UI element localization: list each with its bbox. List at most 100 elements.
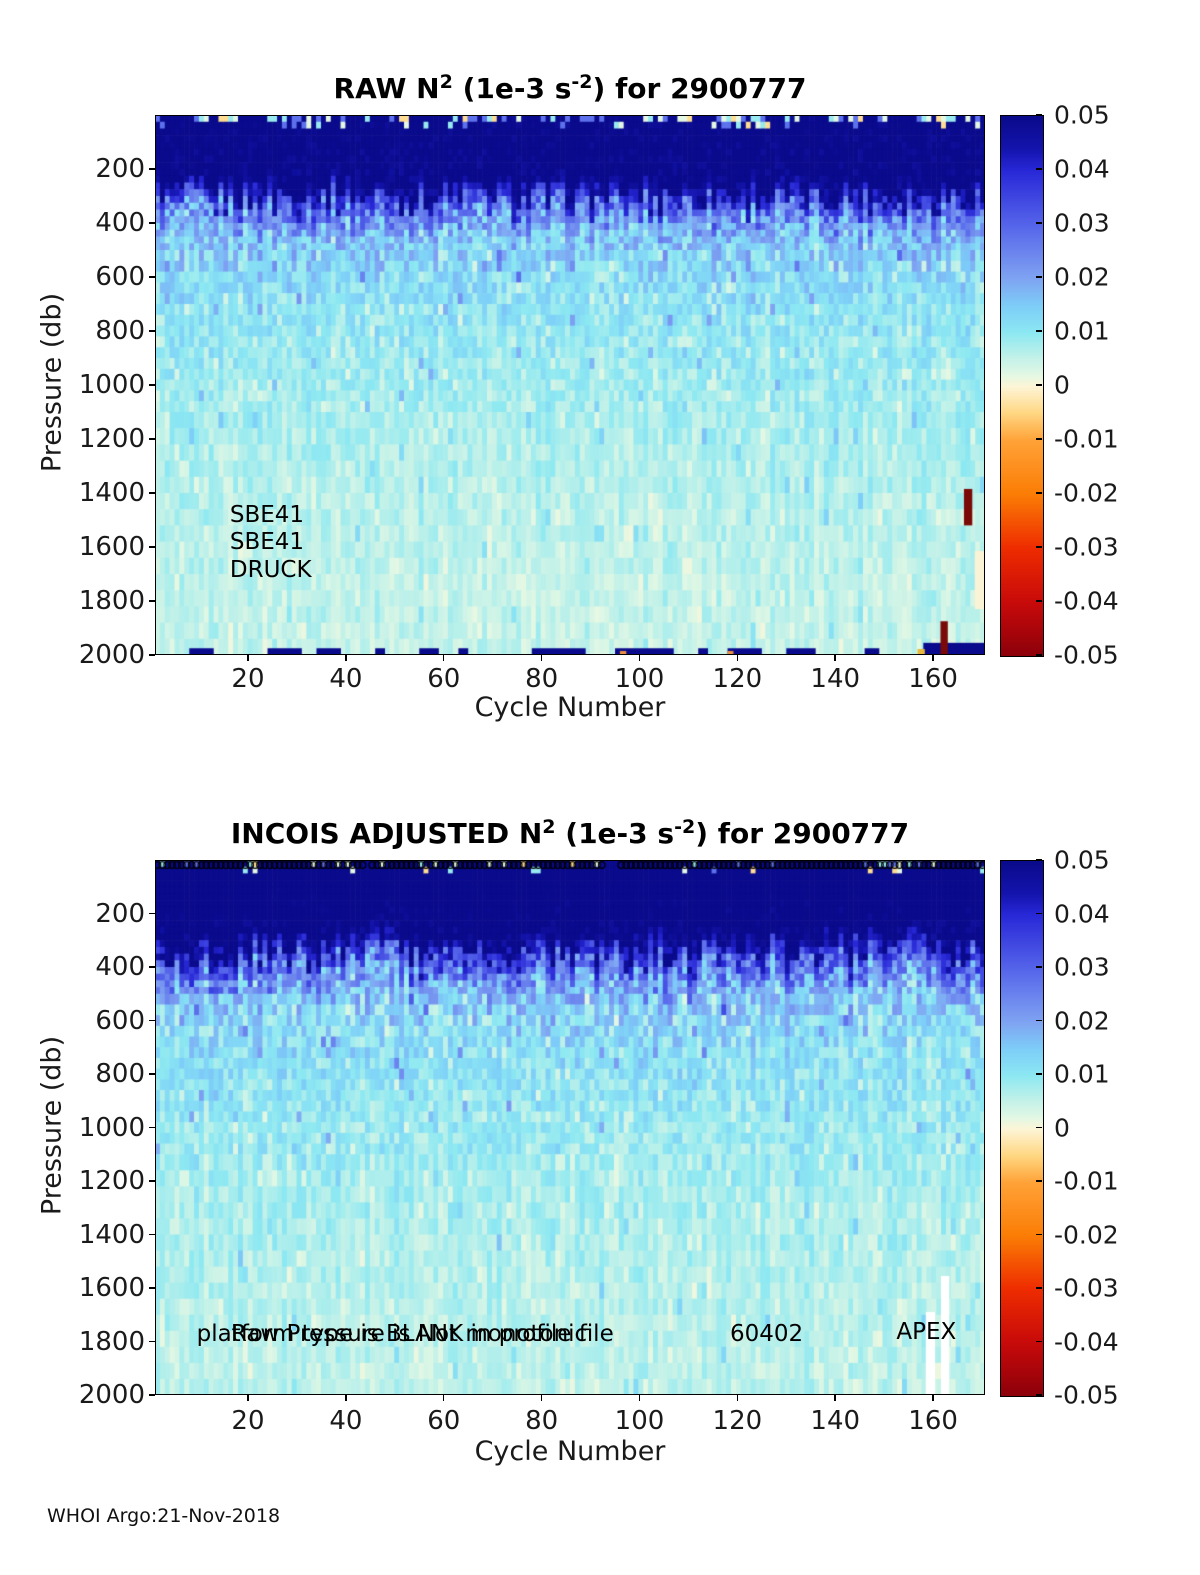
colorbar-tick-label: -0.03 <box>1054 1273 1119 1303</box>
y-tick-mark <box>149 600 155 602</box>
y-tick-label: 1200 <box>78 424 145 454</box>
y-tick-label: 1600 <box>78 532 145 562</box>
colorbar-tick-label: -0.01 <box>1054 1166 1119 1196</box>
colorbar-tick-mark <box>1036 1126 1042 1129</box>
x-tick-mark <box>638 655 641 661</box>
x-tick-mark <box>540 1395 543 1401</box>
colorbar-tick-label: 0.01 <box>1054 1059 1110 1089</box>
colorbar-tick-mark <box>1036 1073 1042 1075</box>
colorbar-tick-label: -0.05 <box>1054 640 1119 670</box>
y-tick-mark <box>149 1073 155 1075</box>
x-tick-label: 160 <box>908 664 958 694</box>
x-tick-label: 140 <box>810 664 861 694</box>
colorbar-tick-label: 0 <box>1054 1113 1070 1142</box>
x-tick-label: 140 <box>810 1406 861 1436</box>
colorbar-tick-label: -0.03 <box>1054 532 1119 562</box>
adjusted-heatmap-canvas <box>155 860 985 1395</box>
title-segment: INCOIS ADJUSTED N <box>230 817 543 850</box>
y-tick-mark <box>149 1019 155 1022</box>
x-tick-mark <box>247 655 249 661</box>
raw-heatmap-canvas <box>155 115 985 655</box>
y-tick-mark <box>149 168 155 170</box>
colorbar-tick-mark <box>1036 1340 1042 1343</box>
colorbar-tick-label: 0.03 <box>1054 952 1110 982</box>
x-tick-label: 120 <box>712 1406 763 1436</box>
y-tick-label: 200 <box>95 898 145 929</box>
title-segment: -2 <box>571 71 593 94</box>
panel-title: INCOIS ADJUSTED N2 (1e-3 s-2) for 290077… <box>155 816 985 850</box>
colorbar-tick-label: 0.02 <box>1054 262 1110 292</box>
colorbar-tick-mark <box>1036 168 1042 170</box>
y-tick-label: 1000 <box>78 370 145 400</box>
raw-x-axis-label: Cycle Number <box>474 692 666 723</box>
x-tick-label: 100 <box>614 1406 665 1436</box>
y-tick-label: 1400 <box>78 478 145 508</box>
x-tick-mark <box>345 655 347 661</box>
colorbar-tick-label: 0.01 <box>1054 316 1110 346</box>
colorbar-tick-label: -0.04 <box>1054 586 1119 616</box>
x-tick-mark <box>345 1395 347 1401</box>
x-tick-mark <box>736 1395 739 1401</box>
colorbar-tick-label: 0.04 <box>1054 154 1110 184</box>
raw-annotation-text: DRUCK <box>229 556 312 583</box>
colorbar-tick-mark <box>1036 1287 1042 1289</box>
y-tick-label: 1000 <box>78 1112 145 1143</box>
adjusted-annotation-text: 60402 <box>730 1321 804 1348</box>
y-tick-label: 1800 <box>78 1326 145 1357</box>
raw-plot-frame <box>155 115 985 655</box>
title-segment: -2 <box>674 816 696 839</box>
x-tick-mark <box>834 1395 836 1401</box>
x-tick-label: 40 <box>329 1406 363 1436</box>
y-tick-mark <box>149 330 155 332</box>
y-tick-mark <box>149 438 155 440</box>
y-tick-mark <box>149 1394 155 1396</box>
title-segment: (1e-3 s <box>452 72 572 105</box>
y-tick-label: 1600 <box>78 1273 145 1303</box>
colorbar-tick-mark <box>1036 966 1042 968</box>
x-tick-label: 20 <box>231 1406 265 1436</box>
y-tick-label: 800 <box>95 1059 145 1089</box>
x-tick-label: 100 <box>614 664 665 694</box>
colorbar-tick-mark <box>1036 1019 1042 1022</box>
x-tick-mark <box>247 1395 249 1401</box>
x-tick-mark <box>834 655 836 661</box>
y-tick-label: 200 <box>95 154 145 184</box>
colorbar-tick-mark <box>1036 384 1042 386</box>
x-tick-label: 160 <box>908 1406 958 1436</box>
y-tick-label: 1200 <box>78 1166 145 1196</box>
adjusted-annotation-text: APEX <box>896 1319 957 1346</box>
x-tick-mark <box>736 655 739 661</box>
x-tick-label: 20 <box>231 664 265 694</box>
colorbar-tick-label: 0.04 <box>1054 899 1110 928</box>
x-tick-label: 60 <box>427 664 461 694</box>
adjusted-plot-frame <box>155 860 985 1395</box>
y-tick-mark <box>149 492 155 494</box>
y-tick-mark <box>149 1340 155 1343</box>
y-tick-label: 2000 <box>78 1380 145 1410</box>
x-tick-label: 120 <box>712 664 763 694</box>
colorbar-tick-label: -0.04 <box>1054 1327 1119 1356</box>
y-tick-label: 800 <box>95 316 145 346</box>
colorbar-tick-label: 0.05 <box>1054 845 1110 875</box>
x-tick-label: 60 <box>427 1406 461 1436</box>
colorbar-tick-mark <box>1036 1394 1042 1396</box>
adjusted-colorbar-canvas <box>1000 860 1044 1397</box>
y-tick-mark <box>149 546 155 548</box>
colorbar-tick-label: -0.05 <box>1054 1380 1119 1410</box>
colorbar-tick-mark <box>1036 492 1042 494</box>
colorbar-tick-mark <box>1036 114 1042 116</box>
x-tick-mark <box>932 655 934 661</box>
y-tick-label: 1400 <box>78 1219 145 1250</box>
raw-annotation-text: SBE41 <box>229 529 305 556</box>
x-tick-mark <box>442 1395 445 1401</box>
title-segment: 2 <box>439 71 453 94</box>
x-tick-mark <box>442 655 445 661</box>
colorbar-tick-label: 0.05 <box>1054 100 1110 130</box>
colorbar-tick-mark <box>1036 1180 1042 1182</box>
title-segment: 2 <box>542 816 556 839</box>
raw-colorbar-canvas <box>1000 115 1044 657</box>
colorbar-tick-mark <box>1036 438 1042 440</box>
adjusted-annotation-text: platform type is BLANK in profile file <box>196 1321 614 1348</box>
panel-title: RAW N2 (1e-3 s-2) for 2900777 <box>155 71 985 105</box>
